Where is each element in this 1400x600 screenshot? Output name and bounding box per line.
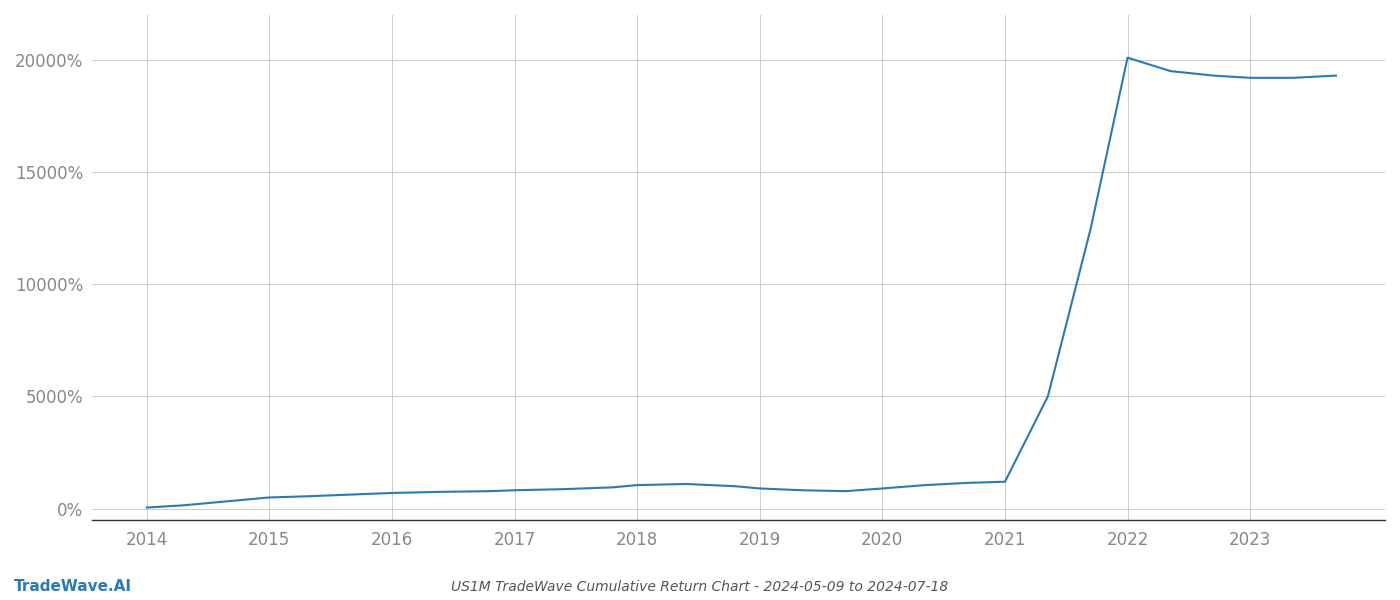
Text: US1M TradeWave Cumulative Return Chart - 2024-05-09 to 2024-07-18: US1M TradeWave Cumulative Return Chart -… (451, 580, 949, 594)
Text: TradeWave.AI: TradeWave.AI (14, 579, 132, 594)
